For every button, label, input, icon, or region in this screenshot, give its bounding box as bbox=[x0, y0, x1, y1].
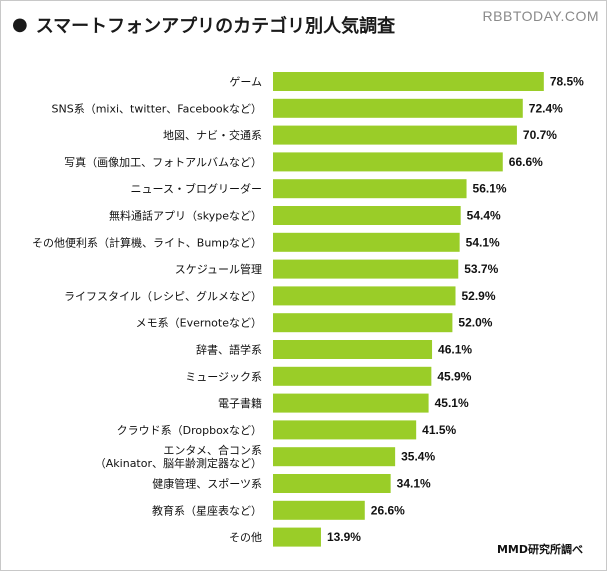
category-label: その他便利系（計算機、ライト、Bumpなど） bbox=[32, 235, 262, 249]
category-label: エンタメ、合コン系（Akinator、脳年齢測定器など） bbox=[95, 443, 262, 470]
source-note: MMD研究所調べ bbox=[496, 543, 583, 556]
bar bbox=[273, 125, 517, 145]
category-label: ミュージック系 bbox=[185, 370, 262, 383]
bar bbox=[273, 366, 432, 386]
category-label: クラウド系（Dropboxなど） bbox=[117, 424, 262, 437]
value-label: 34.1% bbox=[397, 477, 431, 491]
category-label: スケジュール管理 bbox=[175, 262, 262, 276]
bullet-icon: ● bbox=[12, 14, 28, 35]
bar bbox=[273, 527, 321, 547]
bar bbox=[273, 232, 460, 252]
value-label: 52.0% bbox=[458, 316, 492, 330]
value-label: 56.1% bbox=[473, 182, 507, 196]
bar bbox=[273, 500, 365, 520]
value-label: 54.1% bbox=[466, 235, 500, 249]
value-label: 45.9% bbox=[437, 369, 471, 383]
value-label: 54.4% bbox=[467, 209, 501, 223]
value-label: 70.7% bbox=[523, 128, 557, 142]
bar bbox=[273, 152, 503, 172]
category-label: SNS系（mixi、twitter、Facebookなど） bbox=[52, 102, 263, 115]
bar bbox=[273, 340, 433, 359]
bar bbox=[273, 179, 467, 199]
bar bbox=[273, 72, 544, 91]
chart-title-text: スマートフォンアプリのカテゴリ別人気調査 bbox=[35, 16, 396, 37]
category-label: 電子書籍 bbox=[218, 396, 262, 410]
bar bbox=[273, 259, 459, 279]
category-label: 無料通話アプリ（skypeなど） bbox=[109, 209, 262, 223]
category-label: ニュース・ブログリーダー bbox=[131, 182, 262, 196]
watermark: RBBTODAY.COM bbox=[482, 8, 599, 24]
category-label: 辞書、語学系 bbox=[196, 343, 262, 357]
bar bbox=[273, 393, 429, 413]
category-label: ゲーム bbox=[229, 76, 262, 89]
value-label: 46.1% bbox=[438, 343, 472, 357]
category-label: 写真（画像加工、フォトアルバムなど） bbox=[64, 155, 262, 169]
value-label: 13.9% bbox=[327, 530, 361, 544]
bar bbox=[273, 286, 456, 306]
value-label: 66.6% bbox=[509, 155, 543, 169]
value-label: 45.1% bbox=[435, 396, 469, 410]
chart-title: ● スマートフォンアプリのカテゴリ別人気調査 bbox=[12, 12, 395, 38]
bar bbox=[273, 474, 391, 493]
category-label: メモ系（Evernoteなど） bbox=[136, 317, 262, 330]
bar bbox=[273, 98, 523, 118]
value-label: 35.4% bbox=[401, 450, 435, 464]
bar bbox=[273, 313, 453, 333]
value-label: 53.7% bbox=[464, 262, 498, 276]
value-label: 72.4% bbox=[529, 101, 563, 115]
value-label: 78.5% bbox=[550, 75, 584, 89]
bar bbox=[273, 206, 461, 225]
category-label: 健康管理、スポーツ系 bbox=[152, 477, 262, 491]
value-label: 52.9% bbox=[462, 289, 496, 303]
category-label: ライフスタイル（レシピ、グルメなど） bbox=[64, 289, 262, 303]
category-label: 教育系（星座表など） bbox=[152, 503, 262, 517]
value-label: 41.5% bbox=[422, 423, 456, 437]
value-label: 26.6% bbox=[371, 503, 405, 517]
bar bbox=[273, 420, 417, 440]
category-label: その他 bbox=[229, 531, 262, 544]
category-label: 地図、ナビ・交通系 bbox=[163, 128, 262, 142]
bar bbox=[273, 447, 396, 467]
